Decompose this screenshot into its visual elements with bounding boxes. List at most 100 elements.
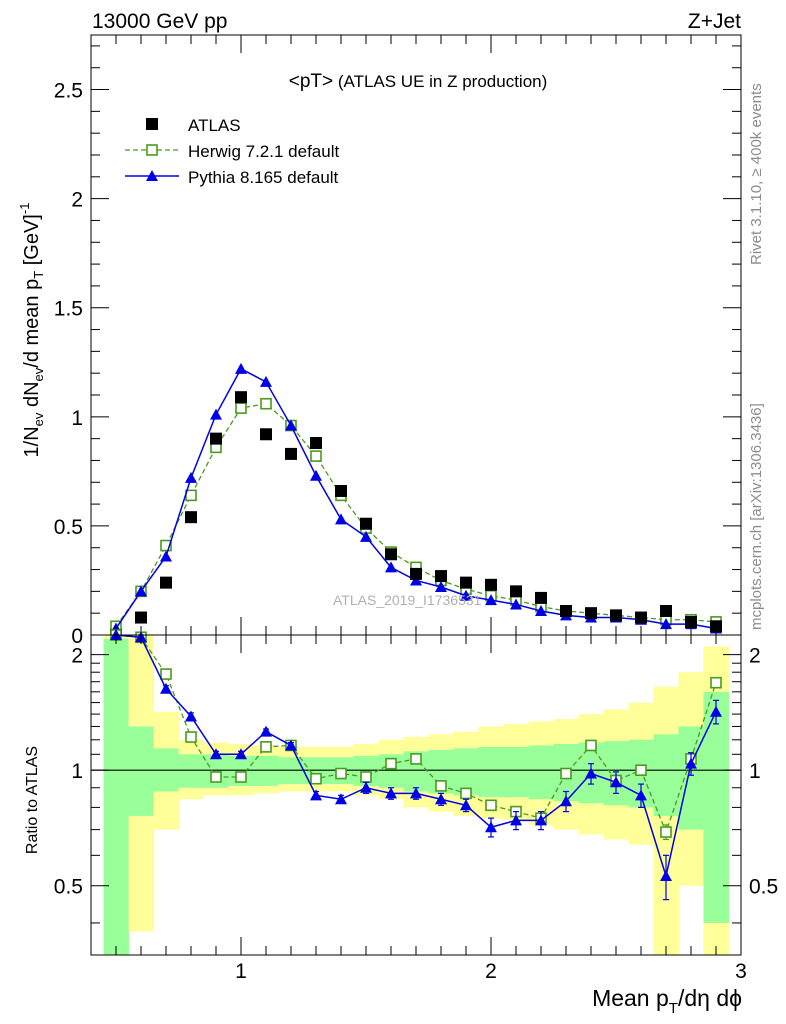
main-ytick-label: 2 [71, 189, 83, 212]
ratio-ytick-label: 1 [71, 760, 83, 783]
pythia-ratio-point [460, 799, 472, 811]
pythia-main-line [115, 367, 717, 630]
ratio-band-inner [103, 638, 129, 955]
pythia-ratio-point [535, 814, 547, 826]
pythia-ratio-point [510, 814, 522, 826]
herwig-ratio-point [385, 757, 397, 770]
pythia-ratio-point [260, 725, 272, 737]
legend-herwig-label: Herwig 7.2.1 default [188, 142, 339, 161]
herwig-ratio-point [360, 771, 372, 783]
process-label: Z+Jet [688, 10, 741, 33]
main-ytick-label: 0 [71, 625, 83, 648]
atlas-main-point [660, 605, 672, 617]
x-tick-label: 1 [235, 960, 247, 983]
pythia-ratio-point [610, 776, 622, 788]
herwig-ratio-point [485, 799, 497, 812]
legend-atlas-marker [146, 118, 158, 130]
atlas-main-point [310, 437, 322, 449]
pythia-main-point [235, 362, 247, 374]
atlas-main-point [435, 570, 447, 583]
atlas-main-point [535, 591, 547, 604]
herwig-ratio-point [185, 731, 197, 743]
atlas-main-point [635, 611, 647, 624]
main-y-axis-label: 1/Nev dNev/d mean pT [GeV]-1 [17, 203, 46, 458]
pythia-main-point [510, 598, 522, 610]
legend-herwig-marker [146, 144, 158, 156]
herwig-ratio-point [635, 764, 647, 776]
pythia-ratio-point [185, 710, 197, 722]
atlas-main-point [210, 432, 222, 445]
pythia-ratio-point [385, 787, 397, 799]
pythia-ratio-point [435, 793, 447, 805]
atlas-main-point [410, 567, 422, 580]
pythia-main-point [410, 574, 422, 586]
herwig-ratio-point [260, 741, 272, 753]
atlas-main-point [260, 428, 272, 441]
main-panel: ATLAS_2019_I1736531 0 0.5 1 1.5 2 2.5 <pT> (A… [17, 34, 742, 648]
herwig-ratio-point [585, 739, 597, 752]
rivet-label: Rivet 3.1.10, ≥ 400k events [748, 83, 765, 265]
pythia-main-point [660, 618, 672, 630]
atlas-main-point [160, 576, 172, 589]
herwig-ratio-point [435, 780, 447, 792]
herwig-main-point [260, 397, 272, 410]
x-tick-label: 3 [735, 960, 747, 983]
pythia-ratio-point [360, 781, 372, 793]
ratio-band-inner [128, 726, 154, 816]
pythia-main-point [210, 408, 222, 420]
atlas-main-point [335, 485, 347, 497]
pythia-main-point [160, 550, 172, 562]
main-ytick-label: 0.5 [54, 516, 83, 539]
atlas-main-point [460, 576, 472, 589]
herwig-ratio-point [410, 753, 422, 765]
ratio-band-inner [678, 726, 704, 830]
pythia-ratio-point [235, 748, 247, 760]
herwig-ratio-point [160, 668, 172, 680]
pythia-ratio-point [710, 705, 722, 717]
atlas-main-point [485, 578, 497, 591]
pythia-main-point [360, 530, 372, 542]
main-ytick-label: 2.5 [54, 80, 83, 103]
pythia-ratio-point [210, 748, 222, 760]
ratio-band-inner [453, 748, 479, 796]
ratio-band-inner [703, 691, 729, 923]
herwig-ratio-point [560, 767, 572, 780]
pythia-ratio-point [560, 795, 572, 807]
herwig-ratio-point [310, 772, 322, 785]
x-tick-label: 2 [485, 960, 497, 983]
ratio-band-inner [653, 734, 679, 816]
main-title: <pT> (ATLAS UE in Z production) [289, 71, 548, 92]
mcplots-label: mcplots.cern.ch [arXiv:1306.3436] [748, 403, 765, 630]
legend: ATLAS Herwig 7.2.1 default Pythia 8.165 de… [125, 116, 339, 187]
pythia-main-point [385, 561, 397, 573]
pythia-ratio-point [335, 793, 347, 805]
atlas-main-point [610, 609, 622, 622]
main-ytick-label: 1 [71, 407, 83, 430]
pythia-main-point [435, 581, 447, 592]
pythia-ratio-point [285, 739, 297, 751]
ratio-ytick-label: 2 [71, 645, 83, 668]
atlas-main-point [135, 611, 147, 624]
herwig-ratio-point [235, 771, 247, 783]
pythia-ratio-point [485, 821, 497, 833]
atlas-main-point [235, 391, 247, 404]
atlas-main-point [585, 607, 597, 620]
pythia-main-point [260, 375, 272, 387]
pythia-main-point [460, 589, 472, 601]
pythia-main-point [535, 605, 547, 616]
herwig-main-point [235, 402, 247, 414]
ratio-band-inner [503, 746, 529, 798]
herwig-ratio-point [210, 771, 222, 783]
ratio-y-axis-label: Ratio to ATLAS [24, 746, 41, 854]
ratio-band-inner [478, 746, 504, 798]
ratio-band-inner [528, 745, 554, 800]
main-title-description: (ATLAS UE in Z production) [333, 72, 547, 91]
ratio-band-inner [178, 754, 204, 788]
atlas-main-point [285, 447, 297, 460]
herwig-main-point [185, 489, 197, 502]
atlas-main-point [185, 511, 197, 524]
ratio-band-outer [653, 686, 679, 955]
atlas-main-point [685, 615, 697, 628]
pythia-main-point [310, 469, 322, 481]
